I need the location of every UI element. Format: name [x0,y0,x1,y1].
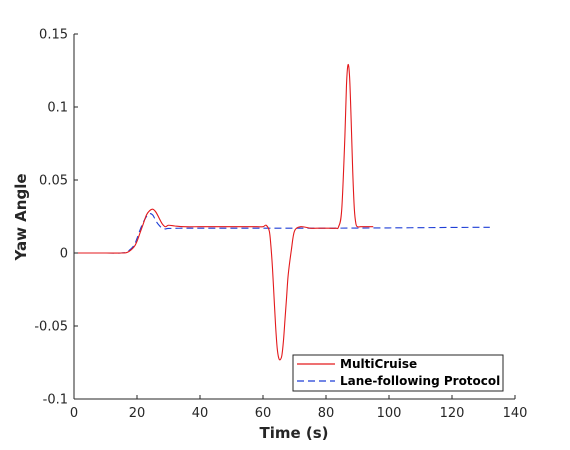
legend-label-multicruise: MultiCruise [340,357,417,371]
y-tick-label: 0.15 [39,28,68,43]
ticks-layer: 0 20 40 60 80 100 120 140 -0.1 -0.05 0 0.05 0.1 0.15 [34,28,527,422]
x-tick-label: 40 [192,406,209,421]
plot-axes-frame [73,34,515,400]
legend-box [292,354,504,392]
x-tick-label: 20 [129,406,146,421]
y-tick-label: 0.1 [47,101,68,116]
x-tick-label: 80 [318,406,335,421]
x-tick-label: 60 [255,406,272,421]
series-layer [74,63,490,361]
y-axis-label: Yaw Angle [12,173,30,261]
series-line-multicruise [74,63,374,361]
legend: MultiCruise Lane-following Protocol [292,354,504,392]
x-axis-label: Time (s) [259,424,328,442]
y-tick-label: 0 [60,247,68,262]
y-tick-label: -0.1 [43,393,68,408]
series-line-lane-following [74,212,490,254]
x-tick-label: 120 [440,406,465,421]
x-tick-label: 0 [70,406,78,421]
x-tick-label: 100 [377,406,402,421]
y-tick-label: -0.05 [34,320,68,335]
y-tick-label: 0.05 [39,174,68,189]
x-tick-label: 140 [503,406,528,421]
legend-label-lane-following: Lane-following Protocol [340,374,500,388]
